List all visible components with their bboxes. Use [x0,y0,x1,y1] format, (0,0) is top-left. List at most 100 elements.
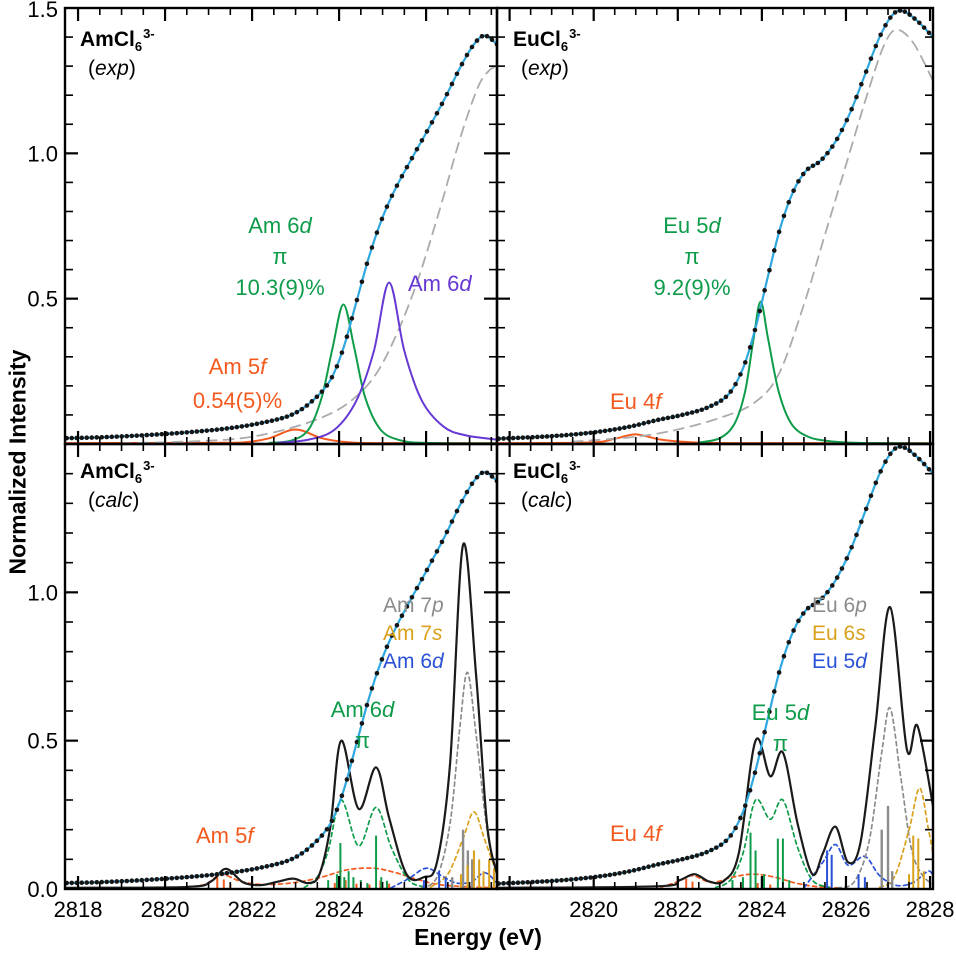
data-point [144,877,150,883]
data-point [444,91,450,97]
data-point [718,398,724,403]
x-tick-label: 2828 [906,897,955,922]
data-point [304,847,310,853]
data-point [670,414,676,420]
data-point [554,878,559,883]
data-point [564,877,569,883]
data-point [489,474,495,479]
data-point [374,670,380,676]
data-point [104,434,110,440]
data-point [583,430,589,436]
data-point [349,758,355,764]
data-point [409,155,415,161]
data-point [704,849,709,855]
data-point [124,878,130,884]
data-point [454,71,460,77]
data-point [334,364,340,369]
x-tick-label: 2826 [402,897,451,922]
data-point [299,406,305,412]
data-point [820,595,825,601]
data-point [680,856,685,862]
data-point [921,461,927,467]
data-point [859,81,864,87]
annotation-am-5f-calc: Am 5f [196,823,254,848]
y-axis-title: Normalized Intensity [4,349,31,575]
data-point [179,430,185,436]
data-point [549,433,555,439]
data-point [354,739,360,745]
data-point [564,432,569,438]
data-point [464,52,470,58]
data-point [394,623,400,628]
data-point [89,880,95,885]
data-point [636,866,642,872]
panel-title-eu-exp: EuCl63- [513,26,581,55]
data-point [597,429,603,434]
data-point [369,686,375,691]
data-point [269,418,275,424]
data-point [713,401,719,406]
data-point [469,481,475,487]
data-point [359,279,365,285]
x-tick-label: 2824 [737,897,786,922]
data-point [219,426,225,432]
data-point [69,880,75,886]
panel-title-am-calc: AmCl63- [80,458,155,487]
superscript: 3- [143,26,155,41]
data-point [454,508,460,514]
data-point [169,431,175,436]
data-point [796,178,801,184]
data-point [573,431,579,437]
data-point [289,412,295,417]
data-point [921,25,927,30]
data-point [501,881,506,886]
panel-am-exp [65,33,497,444]
data-point [449,519,455,524]
data-point [883,22,888,28]
data-point [830,583,835,588]
data-point [631,868,637,873]
data-point [449,81,455,87]
data-point [209,872,215,878]
data-point [329,375,335,380]
data-point [99,434,105,440]
data-point [139,433,145,438]
data-point [214,427,220,432]
data-point [374,230,380,235]
data-point [184,874,190,880]
data-point [344,334,350,340]
data-point [89,435,95,440]
data-point [844,556,850,561]
data-point [189,429,195,435]
data-point [888,451,893,457]
data-point [897,444,903,449]
data-point [469,44,475,50]
data-point [752,770,758,775]
data-point [234,424,240,430]
data-point [762,729,767,735]
data-point [747,788,753,793]
data-point [229,425,235,431]
data-point [344,777,350,782]
data-point [868,493,874,499]
data-point [515,435,521,441]
data-point [134,433,140,438]
data-point [269,862,275,868]
data-point [129,878,135,884]
data-point [902,445,908,451]
data-point [309,843,315,848]
data-point [757,308,763,314]
data-point [249,867,255,872]
data-point [631,423,637,429]
data-point [439,101,445,107]
data-point [776,670,782,675]
x-tick-label: 2824 [315,897,364,922]
data-point [274,861,280,867]
data-point [752,327,758,333]
data-point [249,422,255,428]
data-point [728,833,734,838]
x-axis-title: Energy (eV) [414,924,542,950]
data-point [259,420,265,426]
